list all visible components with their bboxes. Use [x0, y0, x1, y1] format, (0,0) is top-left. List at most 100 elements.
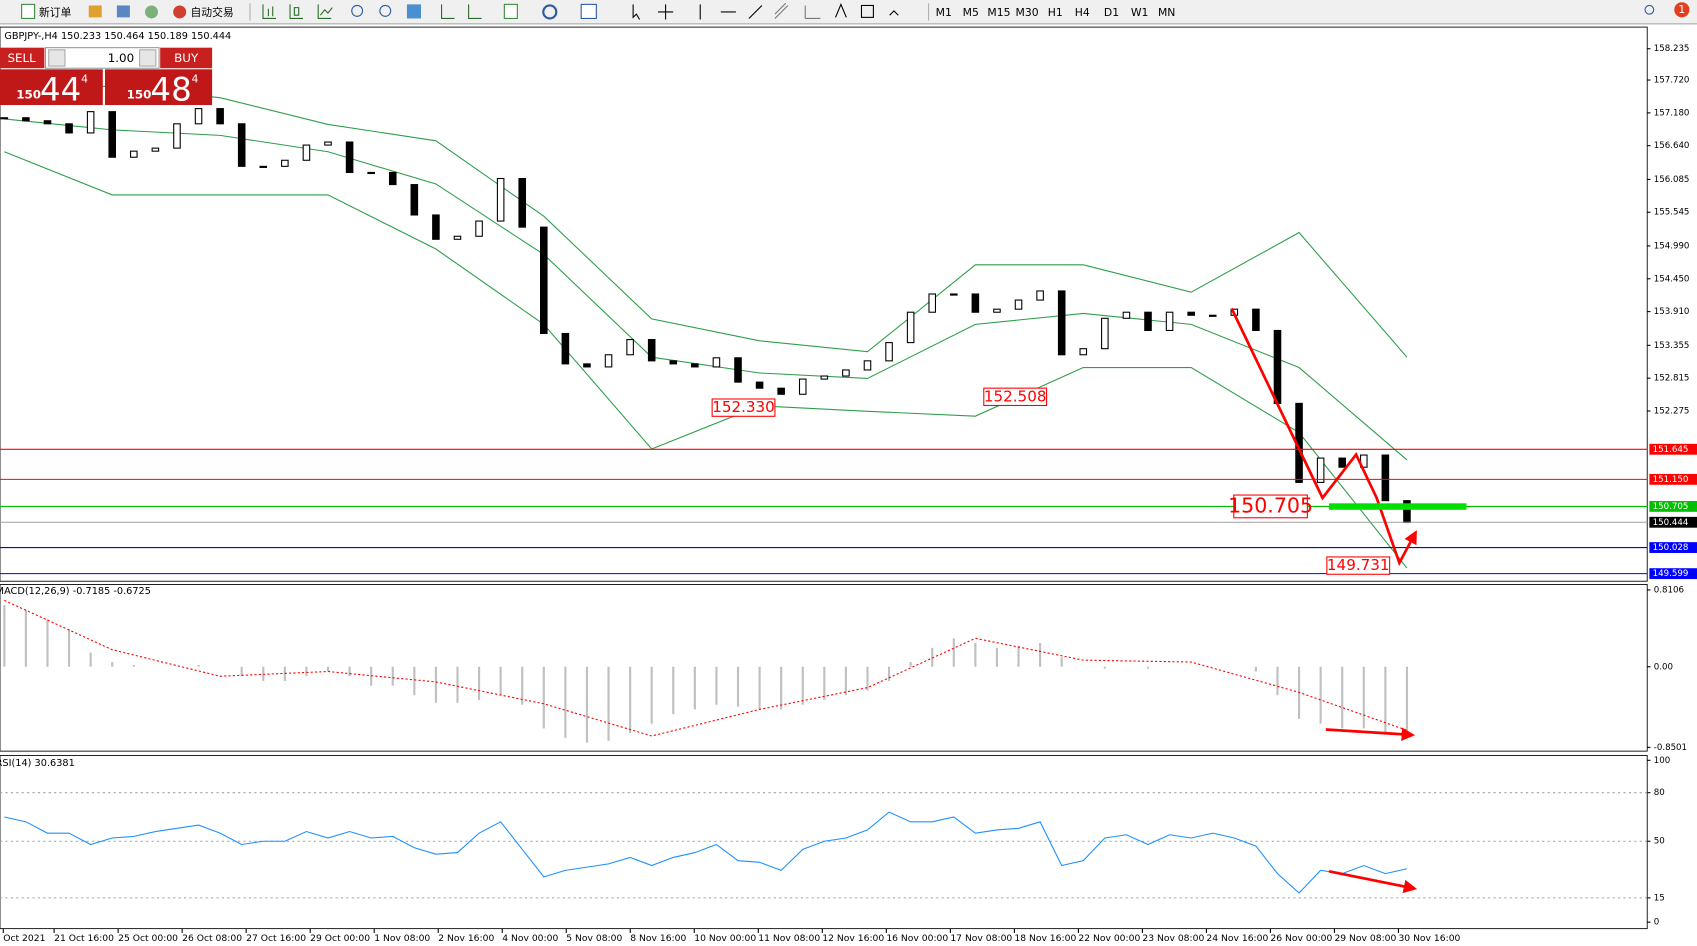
timeframe[interactable]: H4: [1075, 6, 1090, 19]
timeframe[interactable]: W1: [1131, 6, 1149, 19]
candle-body: [216, 108, 224, 125]
x-tick-label: 11 Nov 08:00: [758, 933, 820, 944]
level-label: 150.705: [1653, 502, 1689, 512]
y-tick-label: 0: [1654, 918, 1660, 928]
y-tick-label: 155.545: [1654, 208, 1690, 218]
candle-body: [755, 381, 764, 389]
tool-icon[interactable]: [145, 5, 159, 19]
tool-icon[interactable]: [116, 5, 130, 18]
price-annotation: 152.508: [984, 387, 1047, 405]
candle-body: [388, 171, 397, 186]
candle-body: [1079, 348, 1088, 356]
timeframe[interactable]: M1: [936, 6, 952, 19]
x-tick-label: 29 Oct 00:00: [310, 933, 370, 944]
autoscroll-icon[interactable]: [468, 4, 482, 19]
tile-icon[interactable]: [406, 4, 422, 19]
bid-box[interactable]: [0, 69, 103, 106]
buy-button[interactable]: [160, 47, 213, 69]
timeframe[interactable]: M15: [987, 6, 1010, 19]
timeframes: M1 M5 M15 M30 H1 H4 D1 W1 MN: [936, 6, 1176, 19]
candle-body: [65, 123, 73, 134]
candle-body: [1122, 311, 1131, 319]
level-label: 151.645: [1653, 445, 1689, 455]
bid-main: 44: [40, 71, 81, 109]
zoom-out[interactable]: [379, 4, 392, 17]
candle-body: [324, 141, 332, 146]
search-icon[interactable]: [1644, 4, 1655, 15]
support-marker: [1329, 503, 1467, 510]
sell-label[interactable]: SELL: [7, 51, 36, 65]
macd-arrow: [1325, 727, 1416, 741]
chart-type-icon[interactable]: [289, 4, 304, 19]
shift-icon[interactable]: [441, 4, 455, 19]
x-tick-label: 2 Nov 16:00: [438, 933, 494, 944]
periods-icon[interactable]: [542, 4, 558, 20]
x-tick-label: 22 Nov 00:00: [1078, 933, 1140, 944]
channel-tool[interactable]: [774, 2, 789, 19]
buy-label[interactable]: BUY: [174, 51, 199, 65]
label-tool[interactable]: [860, 4, 874, 18]
main-pane: [0, 26, 1648, 582]
y-tick-label: 153.355: [1654, 341, 1690, 351]
x-tick-label: 16 Nov 00:00: [886, 933, 948, 944]
fibo-tool[interactable]: [804, 5, 821, 19]
candle-body: [928, 293, 937, 313]
lots-input[interactable]: [44, 47, 160, 69]
text-tool[interactable]: [835, 2, 847, 18]
sell-button[interactable]: [0, 47, 45, 69]
indicators-icon[interactable]: [503, 3, 518, 19]
trend-arrow: [1230, 307, 1417, 567]
alert-badge[interactable]: [1674, 2, 1690, 18]
timeframe[interactable]: M30: [1016, 6, 1039, 19]
trendline-tool[interactable]: [748, 5, 763, 19]
lots-value[interactable]: 1.00: [108, 51, 134, 65]
bollinger-lower: [4, 151, 1408, 569]
candle-body: [302, 144, 311, 161]
candle-body: [1316, 457, 1325, 483]
tool-icon[interactable]: [88, 5, 102, 18]
candle-body: [130, 150, 138, 158]
x-tick-label: 18 Nov 16:00: [1014, 933, 1076, 944]
candle-body: [410, 184, 419, 216]
candle-body: [496, 177, 505, 222]
y-tick-label: 154.450: [1654, 274, 1690, 284]
auto-trading[interactable]: 自动交易: [190, 5, 233, 19]
candle-body: [777, 387, 785, 395]
new-order-icon[interactable]: [21, 3, 36, 19]
cursor-tool[interactable]: [632, 4, 641, 20]
new-order[interactable]: 新订单: [39, 5, 72, 19]
timeframe[interactable]: MN: [1158, 6, 1175, 19]
templates-icon[interactable]: [580, 3, 597, 19]
candle-body: [86, 111, 95, 134]
lots-down[interactable]: [48, 49, 66, 67]
timeframe[interactable]: D1: [1104, 6, 1119, 19]
candle-body: [798, 378, 807, 395]
zoom-in[interactable]: [351, 4, 364, 17]
candle-body: [863, 360, 872, 371]
x-tick-label: 12 Nov 16:00: [822, 933, 884, 944]
lots-up[interactable]: [139, 49, 157, 67]
timeframe[interactable]: H1: [1048, 6, 1063, 19]
arrow-tool[interactable]: [889, 10, 899, 16]
auto-trading-icon[interactable]: [173, 5, 187, 19]
timeframe[interactable]: M5: [963, 6, 979, 19]
candle-body: [950, 293, 958, 296]
level-tag: [1649, 500, 1697, 512]
candle-body: [108, 111, 117, 158]
y-tick-label: 156.085: [1654, 175, 1690, 185]
candle-body: [518, 177, 527, 228]
candle-body: [453, 235, 462, 240]
candle-body: [734, 357, 742, 383]
crosshair-tool[interactable]: [658, 4, 674, 20]
candle-body: [43, 120, 52, 125]
candle-body: [367, 171, 375, 175]
chart-type-icon[interactable]: [317, 4, 333, 19]
x-tick-label: 25 Oct 00:00: [118, 933, 178, 944]
y-tick-label: 100: [1654, 756, 1671, 766]
candle-body: [1144, 311, 1152, 331]
x-tick-label: 29 Nov 08:00: [1334, 933, 1396, 944]
candle-body: [345, 141, 354, 173]
ask-box[interactable]: [104, 69, 213, 106]
chart-type-icon[interactable]: [262, 4, 276, 19]
candle-body: [0, 117, 9, 120]
